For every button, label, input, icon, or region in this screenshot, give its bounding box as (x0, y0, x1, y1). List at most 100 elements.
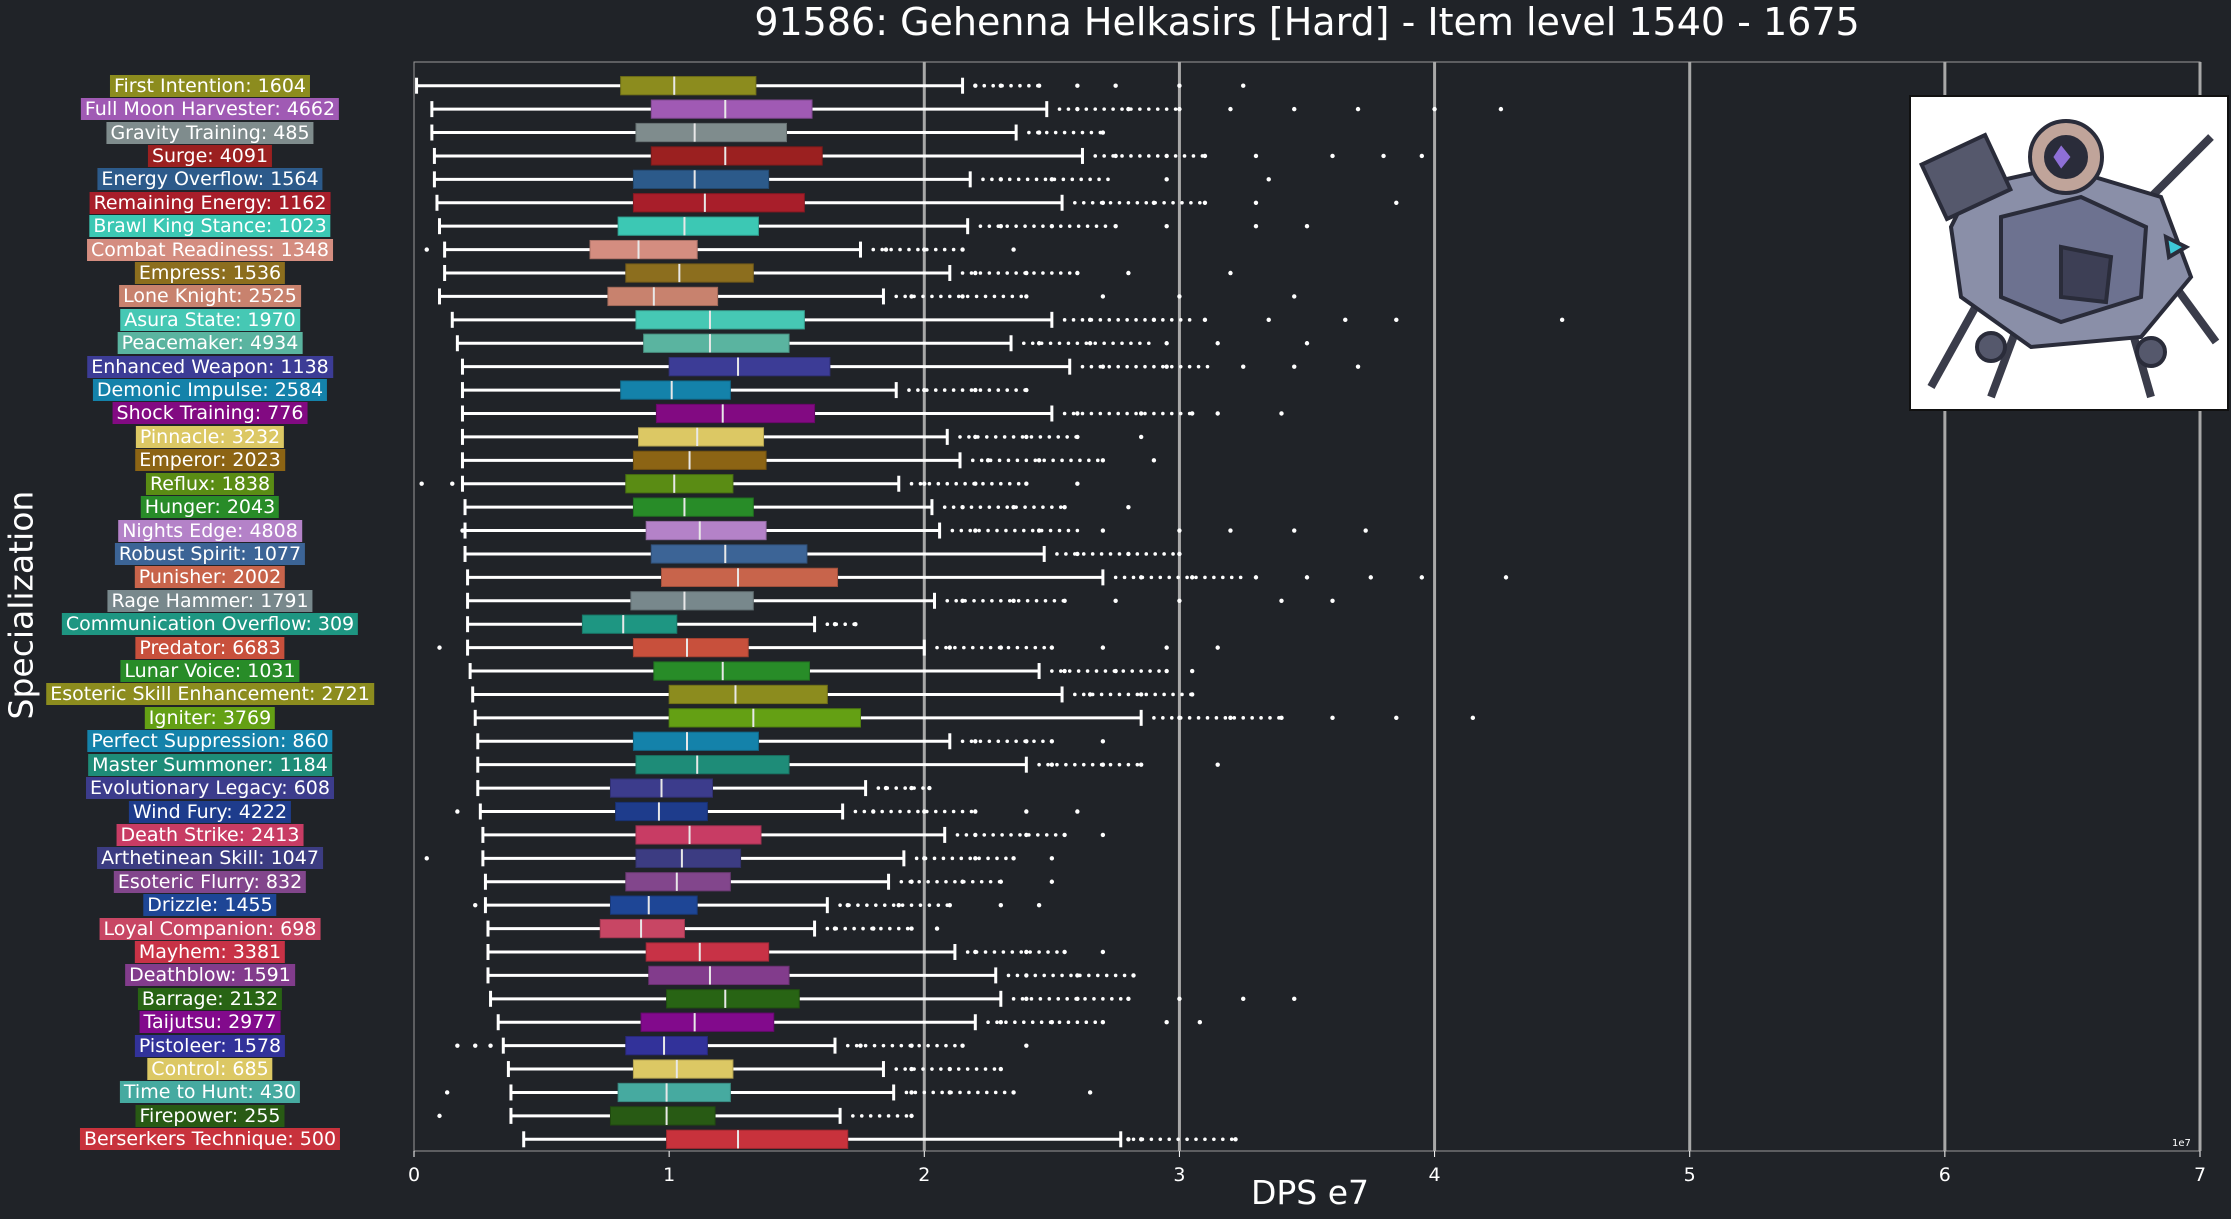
outlier (1075, 270, 1080, 276)
outlier (1014, 388, 1018, 392)
outlier (1084, 341, 1089, 346)
outlier (1292, 528, 1297, 533)
outlier (1049, 879, 1055, 884)
outlier (1177, 528, 1182, 533)
outlier (921, 1067, 925, 1071)
outlier (990, 481, 994, 486)
box (655, 403, 816, 424)
outlier (1023, 271, 1027, 275)
outlier (1056, 435, 1061, 439)
helkasirs-portrait-icon (1911, 97, 2227, 409)
outlier (1085, 669, 1090, 673)
outlier (1135, 552, 1140, 556)
outlier (987, 224, 992, 228)
outlier (1009, 833, 1013, 837)
category-label: Reflux: 1838 (145, 472, 275, 495)
outlier (1062, 949, 1067, 955)
x-axis-exponent: 1e7 (2172, 1138, 2191, 1149)
category-label: Peacemaker: 4934 (117, 332, 303, 355)
outlier (1161, 364, 1165, 369)
outlier (933, 388, 938, 392)
outlier (1033, 458, 1038, 463)
outlier (948, 294, 952, 299)
outlier (894, 1067, 899, 1071)
outlier (1498, 106, 1504, 112)
outlier (978, 739, 983, 744)
outlier (1066, 341, 1071, 346)
outlier (979, 645, 984, 650)
outlier (895, 1114, 900, 1118)
outlier (1108, 692, 1113, 697)
outlier (922, 809, 927, 814)
outlier (1080, 130, 1085, 135)
box (645, 520, 767, 541)
outlier (1046, 950, 1050, 954)
outlier (960, 388, 965, 392)
outlier (1161, 716, 1165, 720)
outlier (918, 481, 923, 486)
outlier (1107, 364, 1112, 369)
box (635, 310, 805, 330)
outlier (1089, 130, 1094, 135)
outlier (1117, 200, 1122, 205)
outlier (1116, 318, 1120, 322)
outlier (1102, 154, 1106, 158)
outlier (922, 387, 927, 393)
outlier (1041, 739, 1045, 744)
outlier (984, 435, 989, 439)
category-label: Pinnacle: 3232 (135, 425, 285, 448)
outlier (978, 505, 983, 509)
category-label: Robust Spirit: 1077 (114, 542, 306, 565)
outlier (1169, 411, 1174, 416)
outlier (1055, 762, 1059, 767)
outlier (1092, 997, 1096, 1001)
outlier (925, 809, 929, 814)
outlier (1279, 598, 1284, 603)
outlier (949, 1090, 953, 1095)
outlier (1061, 177, 1066, 182)
outlier (1152, 318, 1156, 322)
outlier (1147, 341, 1151, 346)
outlier (1164, 154, 1169, 158)
outlier (1155, 154, 1160, 158)
outlier (1304, 223, 1310, 229)
outlier (1117, 552, 1122, 556)
outlier (1169, 716, 1174, 720)
outlier (909, 1113, 914, 1119)
outlier (1024, 949, 1029, 955)
outlier (1164, 668, 1169, 674)
outlier (1125, 411, 1129, 416)
box (650, 99, 813, 119)
outlier (1002, 435, 1007, 439)
outlier (1177, 598, 1182, 603)
outlier (1117, 692, 1122, 697)
outlier (967, 435, 971, 439)
outlier (1087, 1090, 1093, 1095)
outlier (987, 271, 992, 275)
outlier (1122, 973, 1127, 978)
outlier (1140, 575, 1145, 580)
outlier (950, 528, 955, 533)
outlier (1080, 318, 1085, 322)
outlier (1138, 107, 1142, 111)
outlier (1140, 1137, 1145, 1142)
box (620, 380, 731, 400)
outlier (1182, 154, 1187, 158)
outlier (1143, 364, 1147, 369)
outlier (1024, 809, 1029, 814)
outlier (1005, 271, 1010, 275)
outlier (921, 294, 925, 299)
outlier (1090, 552, 1095, 556)
outlier (1144, 552, 1149, 556)
outlier (1013, 528, 1017, 533)
outlier (1116, 411, 1120, 416)
outlier (896, 902, 901, 908)
outlier (1134, 411, 1138, 416)
outlier (1155, 107, 1160, 111)
outlier (1073, 692, 1077, 697)
outlier (1147, 154, 1151, 158)
outlier (1158, 575, 1163, 580)
category-label: Gravity Training: 485 (106, 121, 314, 144)
box (668, 708, 862, 728)
outlier (1169, 364, 1174, 369)
